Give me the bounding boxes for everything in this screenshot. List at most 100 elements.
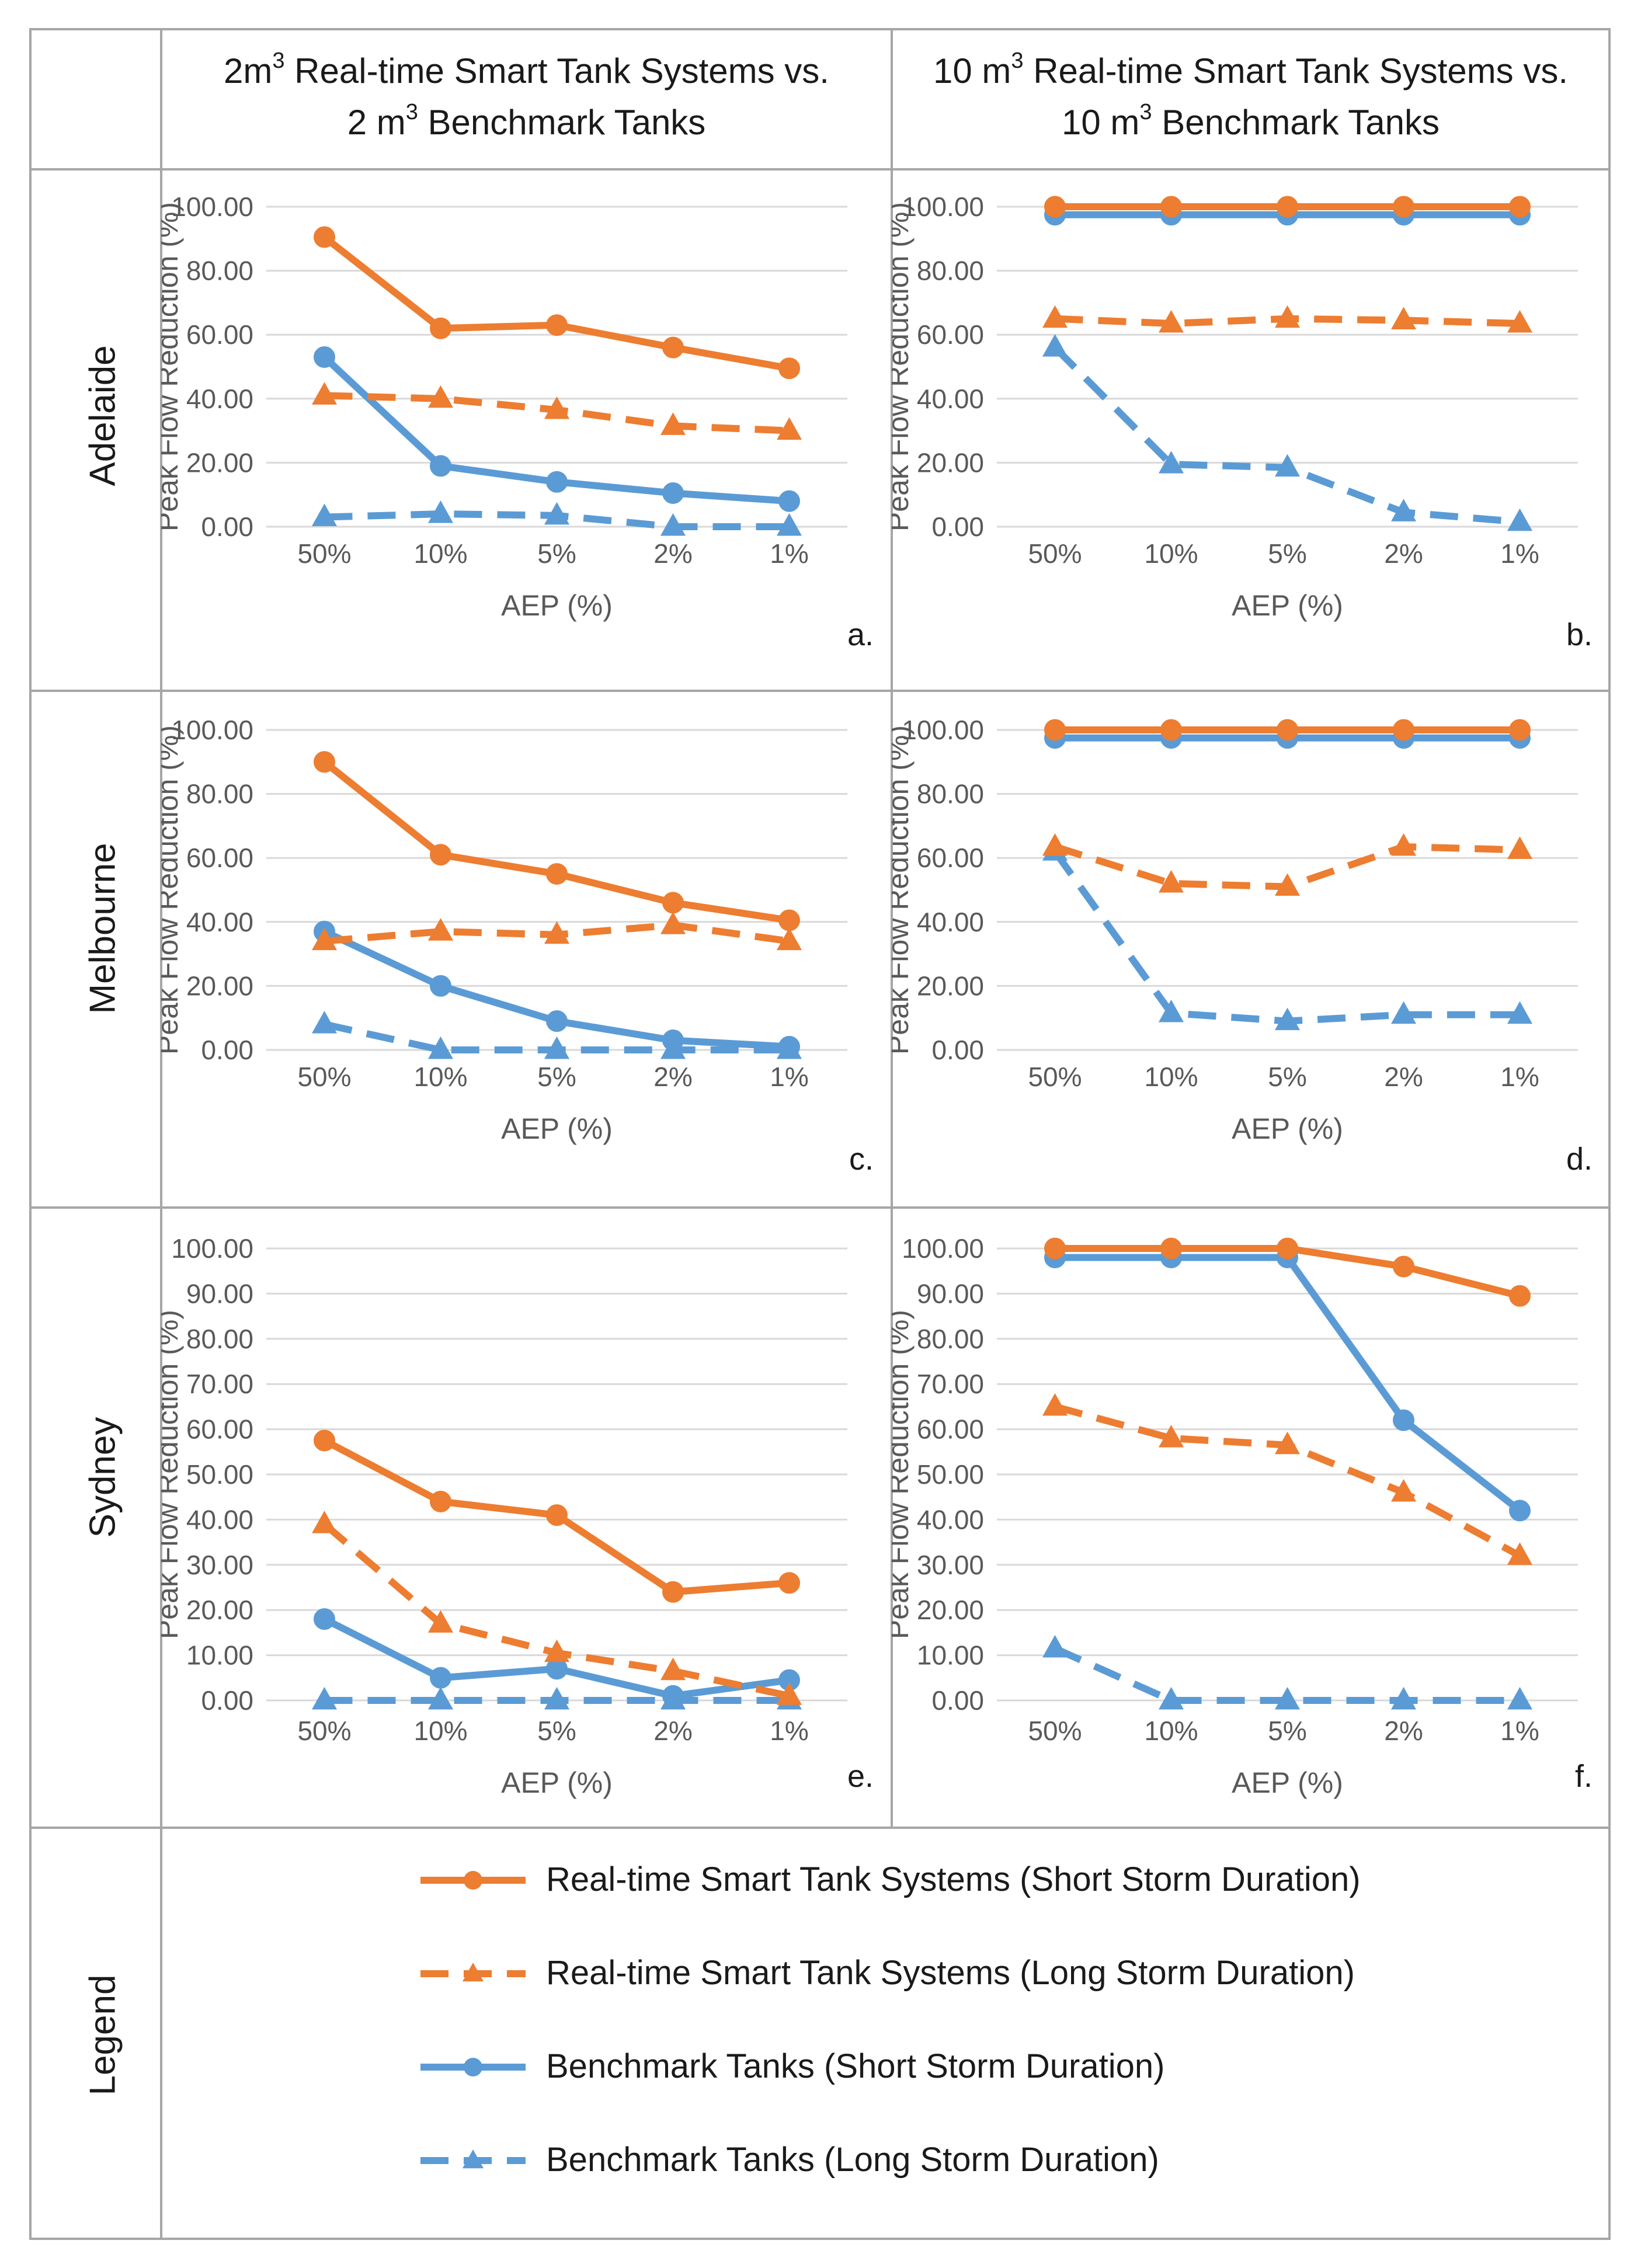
y-axis-title: Peak Flow Reduction (%) (892, 202, 915, 531)
x-tick-label: 10% (1144, 1716, 1198, 1746)
data-point-bm-short (546, 1010, 568, 1032)
data-point-rt-long (1158, 869, 1184, 893)
data-point-rt-long (1274, 1431, 1301, 1455)
data-point-rt-short (1277, 1237, 1298, 1260)
y-tick-label: 20.00 (186, 447, 253, 478)
y-tick-label: 50.00 (917, 1459, 984, 1490)
data-point-rt-long (1274, 873, 1301, 896)
y-tick-label: 100.00 (171, 192, 253, 222)
panel-label: e. (847, 1759, 874, 1794)
data-point-rt-long (427, 918, 454, 941)
data-point-bm-long (427, 500, 454, 523)
data-point-rt-long (1390, 1479, 1417, 1502)
y-tick-label: 50.00 (186, 1459, 253, 1490)
data-point-rt-long (1507, 836, 1533, 859)
data-point-bm-long (1390, 1686, 1417, 1710)
data-point-bm-long (1390, 1001, 1417, 1024)
y-tick-label: 100.00 (902, 1233, 984, 1264)
data-point-rt-short (546, 314, 568, 336)
series-rt-long (311, 1511, 802, 1705)
legend-marker-0 (420, 1871, 526, 1890)
data-point-bm-long (1158, 999, 1184, 1022)
y-tick-label: 60.00 (186, 319, 253, 350)
y-tick-label: 0.00 (201, 1035, 253, 1065)
series-rt-short (314, 1429, 800, 1603)
legend-marker-2 (420, 2058, 526, 2076)
data-point-rt-short (1044, 719, 1066, 741)
x-axis-title: AEP (%) (1232, 589, 1343, 622)
series-line-bm-long (1052, 345, 1520, 526)
data-point-rt-short (778, 357, 800, 380)
y-tick-label: 40.00 (186, 384, 253, 414)
y-tick-label: 100.00 (902, 192, 984, 222)
data-point-rt-long (544, 396, 570, 419)
data-point-bm-long (1158, 451, 1184, 474)
chart-panel-f: 0.00 10.00 20.00 30.00 40.00 50.00 60.00 70.00 8… (892, 1233, 1593, 1799)
x-tick-label: 10% (413, 1062, 467, 1092)
y-tick-label: 100.00 (902, 715, 984, 745)
data-point-rt-long (1390, 833, 1417, 856)
data-point-rt-short (314, 751, 335, 773)
data-point-bm-short (778, 1036, 800, 1058)
series-rt-short (1044, 196, 1531, 218)
chart-panel-b: 0.00 20.00 40.00 60.00 80.00 100.00 50% 10% 5% 2%… (892, 192, 1593, 652)
data-point-rt-short (430, 844, 451, 866)
y-tick-label: 40.00 (917, 907, 984, 937)
data-point-rt-long (1042, 833, 1068, 856)
y-tick-label: 60.00 (917, 843, 984, 873)
data-point-rt-long (1158, 1425, 1184, 1448)
data-point-bm-short (430, 1667, 451, 1689)
data-point-rt-short (430, 1490, 451, 1512)
series-line-rt-short (322, 759, 790, 924)
data-point-rt-long (776, 417, 802, 440)
data-point-bm-short (778, 490, 800, 512)
data-point-rt-short (778, 1572, 800, 1594)
y-axis-title: Peak Flow Reduction (%) (892, 1310, 915, 1639)
y-axis-title: Peak Flow Reduction (%) (892, 725, 915, 1055)
panel-label: d. (1566, 1142, 1593, 1177)
x-axis-title: AEP (%) (501, 1112, 613, 1145)
x-axis-title: AEP (%) (1232, 1766, 1343, 1799)
panel-label: c. (849, 1142, 874, 1177)
data-point-rt-long (660, 1657, 686, 1681)
x-tick-label: 2% (1384, 538, 1423, 569)
y-axis-title: Peak Flow Reduction (%) (161, 202, 184, 531)
y-tick-label: 60.00 (186, 843, 253, 873)
y-tick-label: 20.00 (917, 970, 984, 1001)
data-point-rt-short (1044, 1237, 1066, 1260)
y-tick-label: 0.00 (931, 512, 984, 542)
panel-label: b. (1566, 617, 1593, 652)
legend-triangle-marker (462, 2149, 484, 2169)
data-point-bm-long (544, 502, 570, 525)
data-point-bm-long (544, 1686, 570, 1710)
y-tick-label: 0.00 (931, 1685, 984, 1716)
data-point-rt-short (1393, 196, 1414, 218)
data-point-bm-long (1274, 1007, 1301, 1031)
x-tick-label: 10% (413, 1716, 467, 1746)
data-point-bm-long (660, 513, 686, 536)
y-tick-label: 30.00 (917, 1550, 984, 1580)
y-tick-label: 80.00 (917, 779, 984, 809)
legend-label-bm-long: Benchmark Tanks (Long Storm Duration) (546, 2141, 1159, 2179)
data-point-rt-short (1509, 196, 1531, 218)
data-point-rt-short (1160, 719, 1182, 741)
data-point-bm-short (546, 471, 568, 493)
y-tick-label: 20.00 (186, 1595, 253, 1625)
chart-panel-c: 0.00 20.00 40.00 60.00 80.00 100.00 50% 10% 5% 2%… (161, 715, 874, 1177)
y-tick-label: 100.00 (171, 1233, 253, 1264)
chart-panel-a: 0.00 20.00 40.00 60.00 80.00 100.00 50% 10% 5% 2%… (161, 192, 874, 652)
panel-label: a. (847, 617, 874, 652)
data-point-rt-short (314, 1429, 335, 1452)
x-axis-title: AEP (%) (1232, 1112, 1343, 1145)
y-tick-label: 60.00 (186, 1414, 253, 1445)
data-point-rt-long (1274, 305, 1301, 328)
data-point-bm-long (1158, 1686, 1184, 1710)
series-rt-long (311, 912, 802, 951)
data-point-rt-short (1509, 719, 1531, 741)
data-point-rt-short (314, 226, 335, 248)
y-tick-label: 90.00 (917, 1278, 984, 1309)
data-point-rt-short (1509, 1285, 1531, 1307)
x-tick-label: 5% (537, 1716, 576, 1746)
data-point-rt-long (1390, 307, 1417, 330)
chart-panel-d: 0.00 20.00 40.00 60.00 80.00 100.00 50% 10% 5% 2%… (892, 715, 1593, 1177)
